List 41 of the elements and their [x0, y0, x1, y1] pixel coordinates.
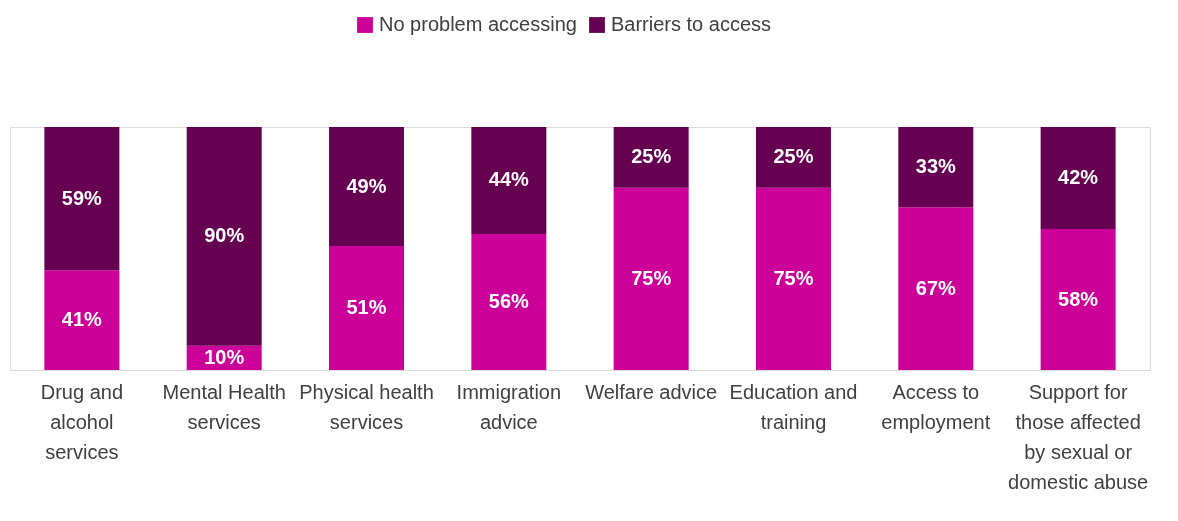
bar	[186, 127, 262, 346]
data-label: 56%	[488, 289, 530, 312]
x-tick-label: Support for those affected by sexual or domestic abuse	[1008, 380, 1149, 493]
data-label: 25%	[773, 145, 814, 168]
data-label: 25%	[631, 145, 672, 168]
bar	[755, 127, 831, 188]
bar	[44, 270, 120, 370]
data-label: 41%	[61, 308, 103, 331]
data-label: 59%	[61, 186, 103, 209]
bar	[1040, 127, 1116, 230]
bar	[44, 127, 120, 271]
bar	[755, 187, 831, 370]
x-tick-label: Welfare advice	[585, 380, 718, 403]
data-label: 75%	[631, 266, 672, 289]
bar	[613, 127, 689, 188]
data-label: 44%	[488, 168, 530, 191]
bar	[329, 127, 405, 247]
data-label: 58%	[1058, 287, 1099, 310]
data-label: 49%	[346, 174, 387, 197]
bar	[898, 207, 974, 370]
x-tick-label: Mental Health services	[162, 380, 286, 433]
legend-label: No problem accessing	[379, 13, 577, 35]
x-tick-label: Immigration advice	[456, 380, 562, 433]
data-label: 51%	[346, 296, 387, 319]
data-label: 42%	[1058, 166, 1099, 189]
bar	[613, 187, 689, 370]
x-tick-label: Access to employment	[881, 380, 991, 433]
bar	[1040, 229, 1116, 370]
data-label: 33%	[915, 155, 957, 178]
x-tick-label: Physical health services	[299, 380, 434, 433]
data-label: 90%	[204, 224, 245, 247]
data-label: 75%	[773, 266, 814, 289]
x-tick-label: Drug and alcohol services	[40, 380, 124, 463]
data-label: 67%	[915, 276, 957, 299]
legend-label: Barriers to access	[611, 13, 772, 35]
bar	[471, 233, 547, 370]
data-label: 10%	[204, 345, 245, 368]
bar	[471, 127, 547, 234]
bar	[898, 127, 974, 208]
bar	[329, 246, 405, 370]
x-tick-label: Education and training	[729, 380, 858, 433]
